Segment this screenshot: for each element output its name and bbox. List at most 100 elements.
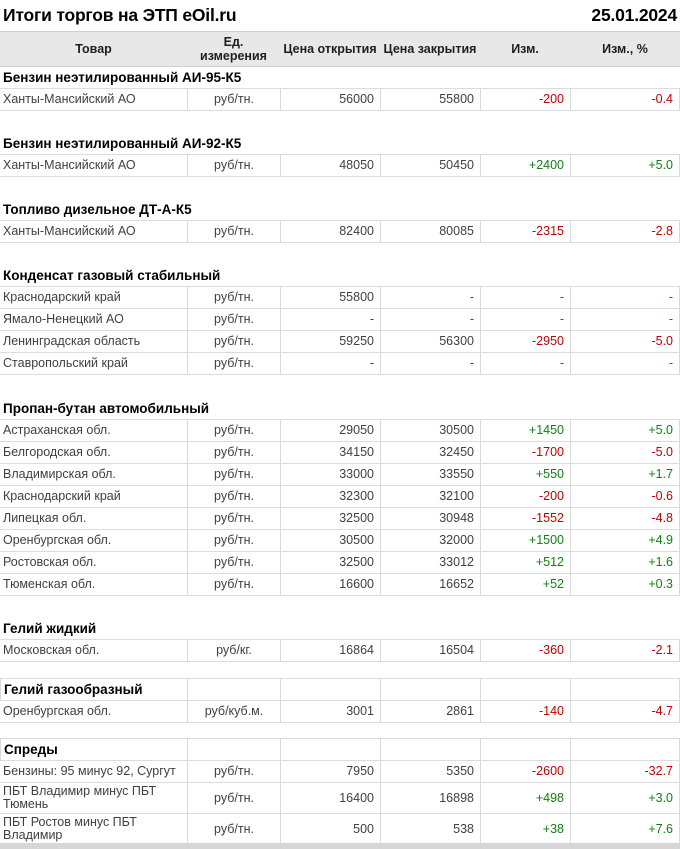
product-cell: ПБТ Ростов минус ПБТ Владимир [3,815,137,842]
change-cell: +38 [480,814,570,844]
open-price-cell: 29050 [280,420,380,441]
unit-cell: руб/тн. [187,353,280,374]
section-header-empty-cell [480,679,570,700]
page-title: Итоги торгов на ЭТП eOil.ru [3,5,237,25]
section-spacer [0,723,680,738]
unit-cell: руб/тн. [187,508,280,529]
unit-cell: руб/тн. [187,783,280,813]
product-cell: Оренбургская обл. [3,704,112,718]
change-pct-cell: -2.8 [570,221,680,242]
column-header-product: Товар [75,42,112,56]
table-row: Ленинградская область руб/тн. 59250 56300 -2… [0,331,680,353]
report-date: 25.01.2024 [591,5,677,25]
section-title: Гелий жидкий [3,621,97,636]
product-cell: Оренбургская обл. [3,533,112,547]
unit-cell: руб/тн. [187,464,280,485]
column-header-change-pct: Изм., % [602,42,648,56]
section-header: Топливо дизельное ДТ-А-К5 [0,199,680,221]
unit-cell: руб/тн. [187,89,280,110]
close-price-cell: 80085 [380,221,480,242]
change-pct-cell: +5.0 [570,420,680,441]
change-cell: +2400 [480,155,570,176]
table-row: Оренбургская обл. руб/куб.м. 3001 2861 -140-… [0,701,680,723]
section-spacer [0,596,680,618]
close-price-cell: 50450 [380,155,480,176]
product-cell: Ленинградская область [3,334,141,348]
section-title: Топливо дизельное ДТ-А-К5 [3,202,192,217]
change-pct-cell: -2.1 [570,640,680,661]
change-cell: - [480,353,570,374]
section-header-empty-cell [380,679,480,700]
table-row: Астраханская обл. руб/тн. 29050 30500 +1450 +… [0,420,680,442]
open-price-cell: 48050 [280,155,380,176]
section-header-empty-cell [280,679,380,700]
open-price-cell: 34150 [280,442,380,463]
change-cell: +1450 [480,420,570,441]
close-price-cell: 32000 [380,530,480,551]
product-cell: Краснодарский край [3,489,121,503]
product-cell: Ростовская обл. [3,555,97,569]
change-cell: - [480,309,570,330]
table-row: Московская обл. руб/кг. 16864 16504 -360 -2.1 [0,640,680,662]
open-price-cell: 32500 [280,508,380,529]
section-header-empty-cell [187,739,280,760]
change-cell: -360 [480,640,570,661]
change-cell: -200 [480,89,570,110]
close-price-cell: 30500 [380,420,480,441]
change-cell: -140 [480,701,570,722]
table-row: Оренбургская обл. руб/тн. 30500 32000 +1500 +… [0,530,680,552]
section-header: Конденсат газовый стабильный [0,265,680,287]
open-price-cell: 16600 [280,574,380,595]
unit-cell: руб/тн. [187,574,280,595]
table-row: Ростовская обл. руб/тн. 32500 33012 +512 +1.6 [0,552,680,574]
change-cell: - [480,287,570,308]
close-price-cell: 33550 [380,464,480,485]
open-price-cell: - [280,353,380,374]
section-title: Бензин неэтилированный АИ-95-К5 [3,70,242,85]
change-pct-cell: - [570,287,680,308]
open-price-cell: 32300 [280,486,380,507]
product-cell: Владимирская обл. [3,467,116,481]
close-price-cell: 30948 [380,508,480,529]
change-cell: -200 [480,486,570,507]
unit-cell: руб/тн. [187,309,280,330]
column-header-close-price: Цена закрытия [383,42,477,56]
change-cell: +550 [480,464,570,485]
open-price-cell: 3001 [280,701,380,722]
product-cell: Краснодарский край [3,290,121,304]
table-row: Владимирская обл. руб/тн. 33000 33550 +550 +1… [0,464,680,486]
open-price-cell: 32500 [280,552,380,573]
change-cell: +498 [480,783,570,813]
table-row: Краснодарский край руб/тн. 55800- - - [0,287,680,309]
close-price-cell: 55800 [380,89,480,110]
close-price-cell: 33012 [380,552,480,573]
product-cell: Ханты-Мансийский АО [3,224,136,238]
results-table: Бензин неэтилированный АИ-95-К5 Ханты-Ман… [0,67,680,845]
product-cell: Астраханская обл. [3,423,111,437]
column-header-change: Изм. [511,42,539,56]
unit-cell: руб/тн. [187,287,280,308]
product-cell: Московская обл. [3,643,100,657]
open-price-cell: 56000 [280,89,380,110]
unit-cell: руб/тн. [187,814,280,844]
close-price-cell: - [380,353,480,374]
section-header-empty-cell [480,739,570,760]
product-cell: Ханты-Мансийский АО [3,92,136,106]
section-spacer [0,111,680,133]
section-header-empty-cell [187,679,280,700]
column-header-open-price: Цена открытия [283,42,377,56]
section-header-empty-cell [570,679,680,700]
change-pct-cell: - [570,309,680,330]
change-pct-cell: -4.7 [570,701,680,722]
section-header-empty-cell [280,739,380,760]
close-price-cell: 16504 [380,640,480,661]
section-title: Спреды [0,739,187,760]
unit-cell: руб/тн. [187,155,280,176]
section-title: Пропан-бутан автомобильный [3,401,210,416]
unit-cell: руб/тн. [187,221,280,242]
open-price-cell: 500 [280,814,380,844]
close-price-cell: 56300 [380,331,480,352]
section-header: Бензин неэтилированный АИ-95-К5 [0,67,680,89]
section-spacer [0,177,680,199]
close-price-cell: - [380,309,480,330]
